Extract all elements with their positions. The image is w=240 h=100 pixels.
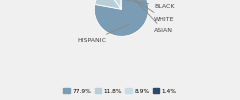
Wedge shape: [119, 0, 121, 9]
Wedge shape: [94, 0, 149, 36]
Text: HISPANIC: HISPANIC: [77, 24, 130, 43]
Legend: 77.9%, 11.8%, 8.9%, 1.4%: 77.9%, 11.8%, 8.9%, 1.4%: [61, 86, 179, 96]
Text: ASIAN: ASIAN: [122, 0, 173, 33]
Text: WHITE: WHITE: [114, 0, 175, 22]
Wedge shape: [105, 0, 121, 9]
Text: BLACK: BLACK: [102, 0, 175, 9]
Wedge shape: [95, 0, 121, 9]
